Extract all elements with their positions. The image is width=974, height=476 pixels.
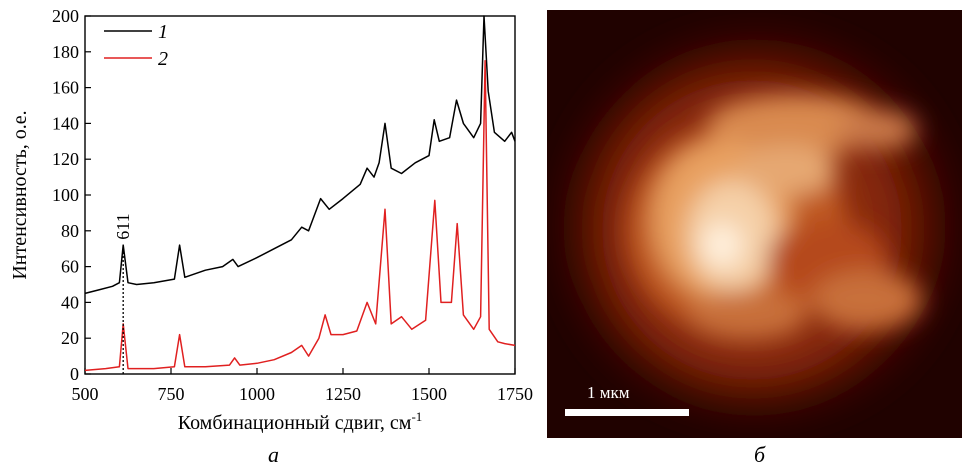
y-tick-label: 120 <box>52 149 79 169</box>
y-tick-label: 0 <box>70 364 79 384</box>
panel-label-a: а <box>268 442 279 468</box>
y-tick-label: 180 <box>52 42 79 62</box>
x-tick-label: 500 <box>72 384 99 404</box>
x-tick-label: 1250 <box>325 384 361 404</box>
series-layer <box>85 16 515 370</box>
scalebar-label: 1 мкм <box>587 383 630 403</box>
y-tick-label: 140 <box>52 113 79 133</box>
y-axis-title: Интенсивность, о.е. <box>9 110 31 279</box>
annotation-label-611: 611 <box>113 213 133 239</box>
panel-label-b: б <box>754 442 765 468</box>
y-tick-label: 160 <box>52 78 79 98</box>
x-tick-label: 1500 <box>411 384 447 404</box>
series-2-line <box>85 61 515 371</box>
legend-label-series-2: 2 <box>158 48 168 70</box>
x-axis-title: Комбинационный сдвиг, см-1 <box>178 409 423 434</box>
y-tick-label: 200 <box>52 6 79 26</box>
x-axis-title-text: Комбинационный сдвиг, см <box>178 412 412 434</box>
intensity-map-image: 1 мкм <box>547 10 962 438</box>
y-tick-label: 60 <box>61 257 79 277</box>
intensity-map-heat <box>547 10 962 438</box>
x-tick-label: 1750 <box>497 384 533 404</box>
y-tick-label: 40 <box>61 292 79 312</box>
plot-frame <box>85 16 515 374</box>
legend: 1 2 <box>104 21 168 70</box>
y-tick-label: 100 <box>52 185 79 205</box>
scalebar-line <box>565 409 689 416</box>
x-axis-title-superscript: -1 <box>411 409 422 424</box>
y-tick-label: 20 <box>61 328 79 348</box>
y-tick-label: 80 <box>61 221 79 241</box>
x-tick-label: 1000 <box>239 384 275 404</box>
x-tick-label: 750 <box>158 384 185 404</box>
legend-label-series-1: 1 <box>158 21 168 43</box>
